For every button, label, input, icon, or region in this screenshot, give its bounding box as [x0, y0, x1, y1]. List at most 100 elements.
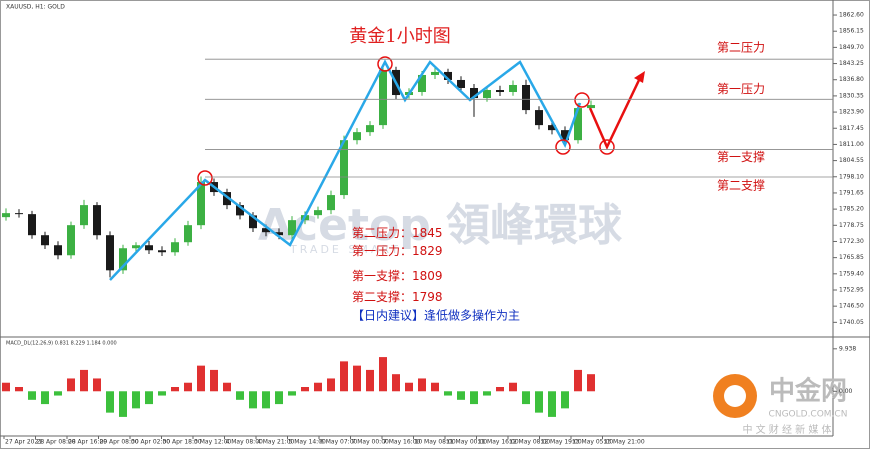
x-tick-label: 6 May 07:00 — [320, 439, 358, 446]
candle-body — [353, 132, 361, 141]
candle-body — [197, 182, 205, 226]
y-tick-label: 1798.10 — [839, 173, 864, 180]
macd-bar — [132, 391, 140, 409]
macd-bar — [93, 378, 101, 392]
candle-body — [314, 210, 322, 216]
macd-bar — [457, 391, 465, 400]
x-tick-label: 10 May 08:00 — [415, 439, 456, 446]
x-tick-label: 12 May 08:00 — [509, 439, 550, 446]
macd-bar — [431, 382, 439, 392]
y-tick-label: 1836.80 — [839, 76, 864, 83]
level-value: 1798 — [412, 290, 443, 304]
level-text: 第一压力：1829 — [352, 244, 443, 258]
macd-bar — [119, 391, 127, 417]
y-tick-label: 1862.60 — [839, 12, 864, 19]
macd-bar — [327, 378, 335, 392]
y-tick-label: 1804.55 — [839, 157, 864, 164]
y-tick-label: 1830.35 — [839, 92, 864, 99]
logo-tagline: 中 文 财 经 新 媒 体 — [742, 423, 831, 436]
candle-body — [366, 125, 374, 133]
macd-bar — [15, 387, 23, 392]
macd-bar — [314, 382, 322, 392]
candle-body — [106, 235, 114, 271]
x-tick-label: 4 May 08:00 — [226, 439, 264, 446]
macd-bar — [353, 365, 361, 392]
x-tick-label: 7 May 00:00 — [352, 439, 390, 446]
candle-body — [418, 74, 426, 93]
macd-bar — [509, 382, 517, 392]
macd-bar — [522, 391, 530, 405]
macd-bar — [145, 391, 153, 405]
y-tick-label: 1791.65 — [839, 189, 864, 196]
x-tick-label: 30 Apr 02:00 — [131, 439, 170, 446]
macd-bar — [587, 374, 595, 392]
candle-body — [522, 84, 530, 111]
macd-bar — [366, 369, 374, 392]
macd-title: MACD_DL(12,26,9) 0.831 8.229 1.184 0.000 — [6, 341, 117, 347]
x-tick-label: 7 May 16:00 — [383, 439, 421, 446]
candle-body — [457, 79, 465, 89]
logo-site: CNGOLD.COM.CN — [769, 410, 848, 420]
candle-body — [249, 215, 257, 229]
macd-bar — [444, 391, 452, 396]
candle-body — [496, 90, 504, 93]
level-label: 第一压力： — [352, 244, 412, 258]
candle-body — [483, 90, 491, 99]
wave-annotation — [109, 59, 582, 281]
level-name: 第二支撑 — [717, 178, 765, 193]
level-label: 第二支撑： — [352, 289, 412, 304]
macd-bar — [249, 391, 257, 409]
y-tick-label: 1746.50 — [839, 303, 864, 310]
candle-body — [548, 125, 556, 131]
candle-body — [132, 245, 140, 249]
macd-tick-label: 0.00 — [839, 388, 853, 395]
candle-body — [223, 192, 231, 206]
macd-bar — [535, 391, 543, 413]
symbol: XAUUSD, H1: GOLD — [6, 4, 65, 11]
y-tick-label: 1740.05 — [839, 319, 864, 326]
macd-bar — [548, 391, 556, 417]
macd-bar — [223, 382, 231, 392]
level-value: 1829 — [412, 244, 443, 258]
macd-bar — [67, 378, 75, 392]
x-tick-label: 5 May 14:00 — [289, 439, 327, 446]
candle-body — [340, 140, 348, 196]
macd-bar — [405, 382, 413, 392]
macd-bar — [184, 382, 192, 392]
macd-bar — [236, 391, 244, 400]
level-value: 1845 — [412, 226, 443, 240]
watermark: Acetop 領峰環球 — [258, 200, 623, 251]
macd-bar — [210, 369, 218, 392]
candle-body — [561, 130, 569, 141]
candle-body — [587, 105, 595, 109]
candle-body — [28, 214, 36, 236]
y-tick-label: 1778.75 — [839, 222, 864, 229]
candle-body — [2, 213, 10, 218]
candle-body — [145, 245, 153, 251]
x-tick-label: 28 Apr 16:00 — [68, 439, 107, 446]
x-tick-label: 30 Apr 18:00 — [163, 439, 202, 446]
y-tick-label: 1752.95 — [839, 286, 864, 293]
macd-bar — [301, 387, 309, 392]
candle-body — [262, 228, 270, 233]
x-tick-label: 29 Apr 08:00 — [100, 439, 139, 446]
macd-bar — [197, 365, 205, 392]
y-tick-label: 1817.45 — [839, 125, 864, 132]
macd-bar — [574, 369, 582, 392]
candle-body — [444, 71, 452, 80]
level-name: 第二压力 — [717, 41, 765, 55]
y-tick-label: 1785.20 — [839, 206, 864, 213]
candle-body — [67, 225, 75, 256]
candle-body — [509, 84, 517, 93]
candle-body — [535, 110, 543, 126]
macd-bar — [2, 382, 10, 392]
candle-body — [119, 248, 127, 271]
macd-bar — [41, 391, 49, 405]
y-tick-label: 1765.85 — [839, 254, 864, 261]
advice: 【日内建议】逢低做多操作为主 — [352, 308, 520, 323]
macd-bar — [288, 391, 296, 396]
level-name: 第一支撑 — [717, 149, 765, 164]
candle-body — [288, 220, 296, 236]
level-name: 第一压力 — [717, 82, 765, 96]
